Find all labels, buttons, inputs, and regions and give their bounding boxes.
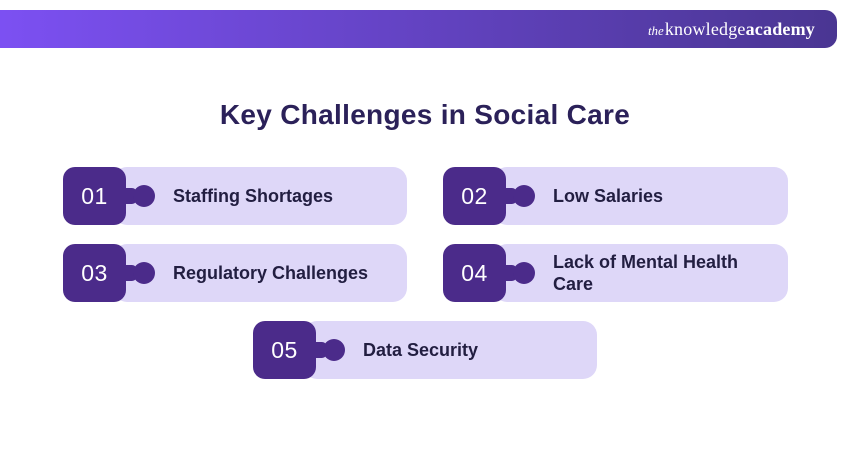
brand-logo: the knowledge academy (648, 19, 815, 40)
item-label-pill: Staffing Shortages (113, 167, 407, 225)
challenge-item-01: Staffing Shortages 01 (63, 167, 407, 225)
item-number-badge: 02 (443, 167, 506, 225)
item-number-badge: 03 (63, 244, 126, 302)
page-title: Key Challenges in Social Care (219, 99, 631, 130)
item-label-pill: Data Security (303, 321, 597, 379)
item-label-pill: Regulatory Challenges (113, 244, 407, 302)
item-number: 04 (461, 259, 488, 286)
item-label-pill: Low Salaries (493, 167, 788, 225)
item-number-badge: 04 (443, 244, 506, 302)
item-number-badge: 01 (63, 167, 126, 225)
item-label: Staffing Shortages (173, 185, 334, 206)
header-bar: the knowledge academy (0, 10, 837, 48)
item-label-pill: Lack of Mental Health Care (493, 244, 788, 302)
brand-logo-the: the (647, 22, 664, 38)
brand-logo-knowledge: knowledge (664, 18, 746, 39)
connector-dot-icon (506, 262, 535, 284)
connector-dot-icon (316, 339, 345, 361)
item-label: Regulatory Challenges (173, 262, 369, 283)
challenge-item-05: Data Security 05 (253, 321, 597, 379)
challenge-item-04: Lack of Mental Health Care 04 (443, 244, 788, 302)
connector-dot-icon (506, 185, 535, 207)
item-label: Lack of Mental Health Care (553, 251, 739, 295)
item-number-badge: 05 (253, 321, 316, 379)
challenge-item-03: Regulatory Challenges 03 (63, 244, 407, 302)
challenge-item-02: Low Salaries 02 (443, 167, 788, 225)
connector-dot-icon (126, 185, 155, 207)
item-number: 01 (81, 182, 108, 209)
item-number: 03 (81, 259, 108, 286)
connector-dot-icon (126, 262, 155, 284)
item-label: Low Salaries (553, 185, 664, 206)
brand-logo-academy: academy (745, 18, 815, 39)
item-label: Data Security (363, 339, 479, 360)
item-number: 02 (461, 182, 488, 209)
item-number: 05 (271, 336, 298, 363)
